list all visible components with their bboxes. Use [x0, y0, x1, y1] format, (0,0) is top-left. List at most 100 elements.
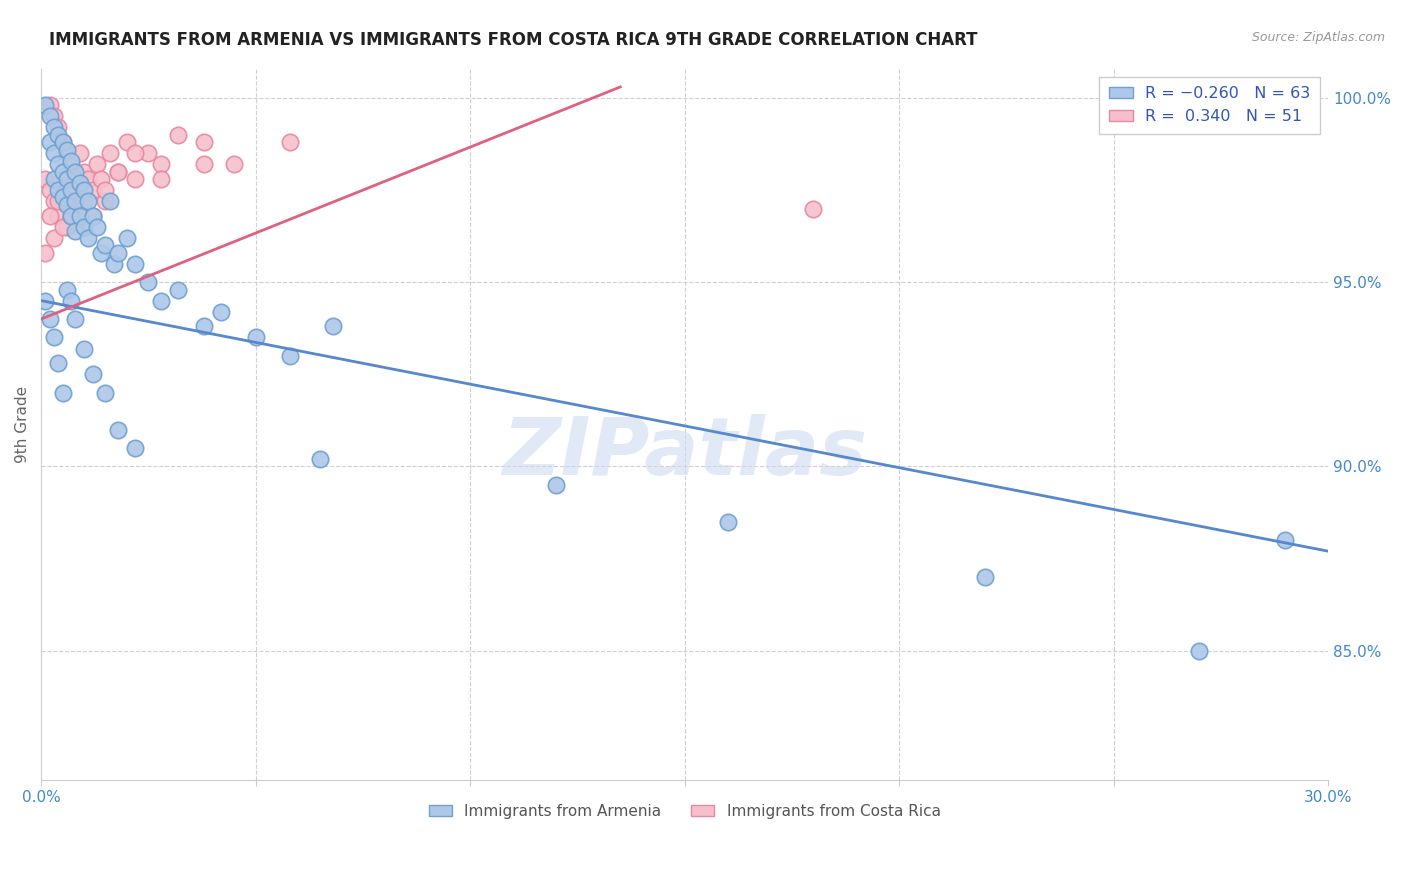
Point — [51, 164, 73, 178]
Point — [42, 110, 65, 124]
Point — [69, 176, 91, 190]
Point — [73, 194, 96, 209]
Point — [56, 283, 79, 297]
Point — [65, 224, 87, 238]
Point — [34, 293, 56, 308]
Point — [245, 330, 267, 344]
Point — [150, 172, 173, 186]
Point — [69, 146, 91, 161]
Point — [46, 183, 69, 197]
Point — [69, 194, 91, 209]
Point — [193, 319, 215, 334]
Point — [94, 385, 117, 400]
Point — [115, 231, 138, 245]
Point — [73, 183, 96, 197]
Point — [60, 183, 83, 197]
Point — [60, 153, 83, 168]
Point — [82, 209, 104, 223]
Point — [65, 312, 87, 326]
Point — [107, 164, 129, 178]
Point — [107, 164, 129, 178]
Point — [94, 238, 117, 252]
Point — [150, 293, 173, 308]
Point — [322, 319, 344, 334]
Point — [65, 172, 87, 186]
Text: Source: ZipAtlas.com: Source: ZipAtlas.com — [1251, 31, 1385, 45]
Point — [138, 146, 160, 161]
Point — [65, 164, 87, 178]
Point — [51, 135, 73, 149]
Point — [167, 283, 190, 297]
Point — [56, 172, 79, 186]
Point — [46, 120, 69, 135]
Point — [60, 209, 83, 223]
Point — [60, 209, 83, 223]
Point — [716, 515, 738, 529]
Point — [51, 385, 73, 400]
Point — [51, 135, 73, 149]
Point — [34, 172, 56, 186]
Point — [77, 231, 100, 245]
Point — [46, 157, 69, 171]
Point — [124, 172, 146, 186]
Point — [56, 219, 79, 234]
Point — [60, 293, 83, 308]
Point — [65, 172, 87, 186]
Point — [1274, 533, 1296, 548]
Point — [56, 183, 79, 197]
Point — [34, 98, 56, 112]
Point — [46, 209, 69, 223]
Point — [73, 219, 96, 234]
Point — [42, 146, 65, 161]
Point — [77, 172, 100, 186]
Point — [82, 209, 104, 223]
Point — [46, 356, 69, 370]
Point — [90, 245, 112, 260]
Point — [42, 330, 65, 344]
Point — [42, 231, 65, 245]
Point — [94, 194, 117, 209]
Text: ZIPatlas: ZIPatlas — [502, 414, 868, 491]
Point — [150, 157, 173, 171]
Point — [124, 146, 146, 161]
Point — [34, 245, 56, 260]
Point — [544, 478, 567, 492]
Point — [82, 183, 104, 197]
Point — [65, 209, 87, 223]
Point — [82, 368, 104, 382]
Point — [42, 172, 65, 186]
Point — [107, 245, 129, 260]
Point — [69, 209, 91, 223]
Point — [60, 202, 83, 216]
Point — [38, 110, 60, 124]
Point — [1188, 643, 1211, 657]
Point — [56, 143, 79, 157]
Point — [38, 183, 60, 197]
Point — [103, 257, 125, 271]
Text: IMMIGRANTS FROM ARMENIA VS IMMIGRANTS FROM COSTA RICA 9TH GRADE CORRELATION CHAR: IMMIGRANTS FROM ARMENIA VS IMMIGRANTS FR… — [49, 31, 977, 49]
Point — [38, 209, 60, 223]
Point — [56, 198, 79, 212]
Point — [60, 157, 83, 171]
Point — [115, 135, 138, 149]
Point — [224, 157, 246, 171]
Point — [73, 164, 96, 178]
Point — [42, 194, 65, 209]
Point — [73, 219, 96, 234]
Legend: Immigrants from Armenia, Immigrants from Costa Rica: Immigrants from Armenia, Immigrants from… — [423, 798, 946, 825]
Point — [309, 452, 332, 467]
Point — [86, 157, 108, 171]
Point — [94, 183, 117, 197]
Point — [193, 157, 215, 171]
Point — [38, 135, 60, 149]
Y-axis label: 9th Grade: 9th Grade — [15, 385, 30, 463]
Point — [209, 304, 232, 318]
Point — [38, 98, 60, 112]
Point — [51, 219, 73, 234]
Point — [56, 146, 79, 161]
Point — [90, 172, 112, 186]
Point — [38, 312, 60, 326]
Point — [98, 146, 121, 161]
Point — [138, 275, 160, 289]
Point — [278, 349, 301, 363]
